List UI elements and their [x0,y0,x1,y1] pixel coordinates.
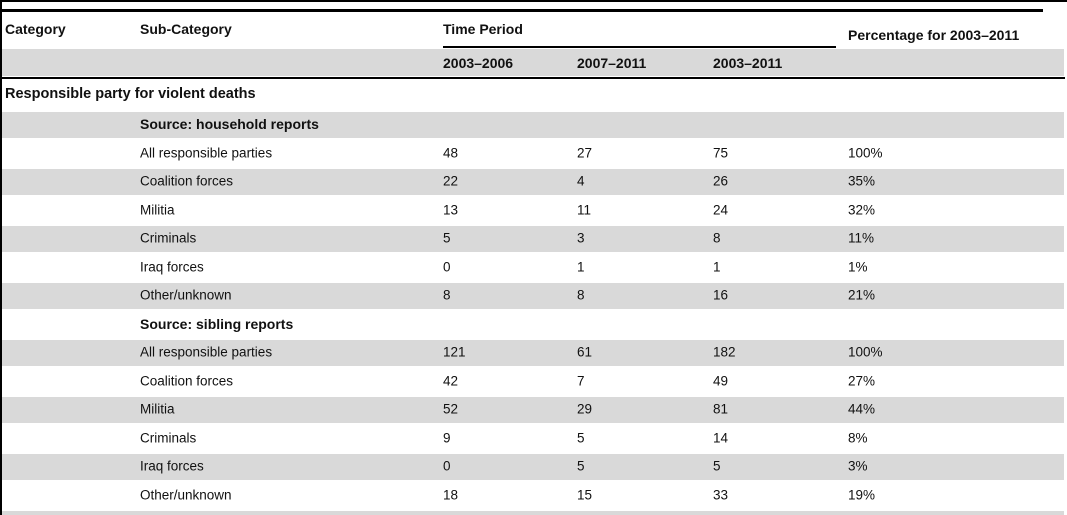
value-2007-2011: 5 [577,430,585,446]
subcategory-cell: Criminals [140,430,197,446]
subcategory-cell: Iraq forces [140,259,204,275]
table-row: Criminals 5 3 8 11% [2,224,1064,253]
table-row: Militia 13 11 24 32% [2,196,1064,225]
value-percentage: 19% [848,487,876,503]
table-row: Iraq forces 0 5 5 3% [2,452,1064,481]
value-2003-2006: 9 [443,430,451,446]
value-2003-2011: 16 [713,287,729,303]
value-percentage: 35% [848,173,876,189]
table-row: All responsible parties 48 27 75 100% [2,139,1064,168]
value-2007-2011: 27 [577,145,593,161]
table-row: Criminals 9 5 14 8% [2,424,1064,453]
table-top-rule [2,9,1043,12]
subcategory-cell: Iraq forces [140,458,204,474]
subcategory-cell: Coalition forces [140,173,234,189]
table-row: All responsible parties 121 61 182 100% [2,338,1064,367]
table-row: Other/unknown 18 15 33 19% [2,481,1064,510]
subcategory-cell: Militia [140,202,175,218]
value-2003-2006: 42 [443,373,459,389]
value-2003-2006: 121 [443,344,466,360]
period-header-row: 2003–2006 2007–2011 2003–2011 [2,49,1064,76]
value-percentage: 21% [848,287,876,303]
table-row: Other/unknown 8 8 16 21% [2,281,1064,310]
subcategory-cell: Other/unknown [140,287,232,303]
value-2003-2011: 182 [713,344,736,360]
value-percentage: 100% [848,344,883,360]
subcategory-cell: Coalition forces [140,373,234,389]
value-2007-2011: 5 [577,458,585,474]
value-2007-2011: 1 [577,259,585,275]
value-2007-2011: 61 [577,344,593,360]
value-2003-2006: 52 [443,401,459,417]
table-row: Militia 52 29 81 44% [2,395,1064,424]
value-2007-2011: 15 [577,487,593,503]
subcategory-cell: Militia [140,401,175,417]
value-2003-2006: 13 [443,202,459,218]
subcategory-cell: All responsible parties [140,344,273,360]
value-percentage: 27% [848,373,876,389]
value-2007-2011: 29 [577,401,593,417]
value-2003-2011: 8 [713,230,721,246]
subcategory-cell: All responsible parties [140,145,273,161]
column-header-subcategory: Sub-Category [140,21,232,37]
subcategory-cell: Source: household reports [140,116,319,133]
page-left-rule [0,0,2,515]
value-percentage: 100% [848,145,883,161]
subcategory-cell: Criminals [140,230,197,246]
column-header-category: Category [5,21,66,37]
value-2003-2011: 49 [713,373,729,389]
value-percentage: 32% [848,202,876,218]
value-2003-2006: 18 [443,487,459,503]
page-top-rule [0,0,1067,2]
column-header-2003-2006: 2003–2006 [443,55,514,71]
value-2003-2011: 14 [713,430,729,446]
value-2003-2011: 24 [713,202,729,218]
table-row-partial [2,509,1064,515]
table-body: Source: household reports All responsibl… [2,110,1064,515]
value-percentage: 8% [848,430,868,446]
value-2007-2011: 8 [577,287,585,303]
value-2003-2006: 48 [443,145,459,161]
value-percentage: 11% [848,230,875,246]
table-row: Iraq forces 0 1 1 1% [2,253,1064,282]
value-2003-2006: 0 [443,259,451,275]
header-bottom-rule [2,77,1065,79]
value-2003-2011: 81 [713,401,729,417]
column-header-time-period: Time Period [443,21,523,37]
value-2007-2011: 4 [577,173,585,189]
value-2003-2011: 75 [713,145,729,161]
value-2003-2011: 33 [713,487,729,503]
section-title: Responsible party for violent deaths [5,86,256,102]
value-2003-2006: 8 [443,287,451,303]
table-row-source-household: Source: household reports [2,110,1064,139]
value-2007-2011: 3 [577,230,585,246]
value-percentage: 3% [848,458,868,474]
value-percentage: 1% [848,259,868,275]
value-2003-2006: 22 [443,173,459,189]
column-header-2007-2011: 2007–2011 [577,55,647,71]
value-2003-2011: 26 [713,173,729,189]
value-2007-2011: 7 [577,373,585,389]
column-header-2003-2011: 2003–2011 [713,55,783,71]
table-row-source-sibling: Source: sibling reports [2,310,1064,339]
value-2003-2006: 5 [443,230,451,246]
table-row: Coalition forces 42 7 49 27% [2,367,1064,396]
value-2003-2011: 1 [713,259,721,275]
column-header-percentage: Percentage for 2003–2011 [848,27,1020,43]
subcategory-cell: Other/unknown [140,487,232,503]
value-percentage: 44% [848,401,876,417]
value-2003-2011: 5 [713,458,721,474]
subcategory-cell: Source: sibling reports [140,315,294,332]
value-2007-2011: 11 [577,202,592,218]
time-period-underline [443,46,836,48]
table-row: Coalition forces 22 4 26 35% [2,167,1064,196]
value-2003-2006: 0 [443,458,451,474]
